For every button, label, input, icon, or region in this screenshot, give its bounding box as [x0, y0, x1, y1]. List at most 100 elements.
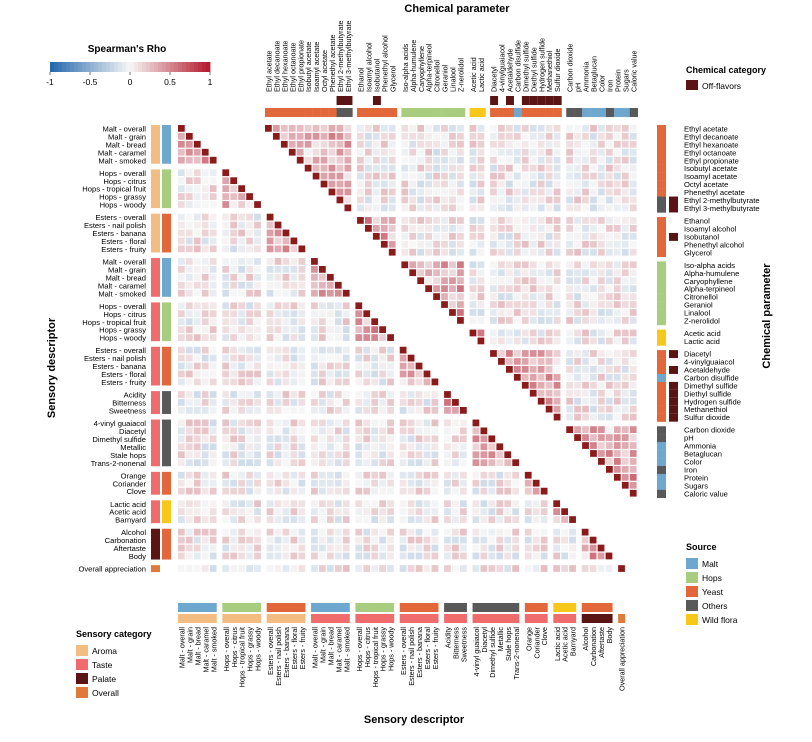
chemical-cell: [506, 317, 513, 324]
sensory-cell: [444, 516, 451, 523]
sensory-cell: [282, 435, 290, 443]
sensory-cell: [230, 177, 238, 185]
chemical-cell: [401, 140, 409, 148]
chemical-cell: [613, 458, 621, 465]
sensory-cell: [399, 354, 407, 362]
chemical-cell: [477, 293, 485, 300]
sensory-cell: [311, 544, 318, 552]
chemical-cell: [582, 389, 589, 397]
sensory-row-label: Bitterness: [112, 399, 146, 408]
chemical-cell: [365, 132, 372, 140]
chemical-cell: [449, 261, 456, 269]
chemical-cell: [529, 337, 537, 345]
sensory-cell: [460, 500, 467, 508]
sensory-cell: [496, 471, 504, 479]
colorbar-segment: [130, 62, 135, 72]
chemical-cell: [477, 301, 485, 308]
chemical-cell: [425, 217, 432, 224]
sensory-cell: [311, 565, 318, 572]
chemical-cell: [372, 125, 380, 132]
sensory-cell: [319, 427, 326, 435]
chemical-cell: [537, 140, 545, 148]
sensory-cell: [193, 435, 201, 443]
sensory-cell: [355, 508, 363, 515]
sensory-cell: [342, 370, 350, 378]
sensory-cell: [298, 536, 306, 544]
sensory-cell: [415, 516, 423, 523]
chemical-source-bar-top: [521, 108, 531, 117]
sensory-cell: [185, 177, 193, 185]
sensory-cell: [185, 169, 193, 177]
chemical-column-label: Acetaldehyde: [505, 48, 514, 92]
chemical-source-bar-right: [657, 180, 666, 189]
sensory-cell: [379, 378, 386, 386]
sensory-cell: [444, 471, 451, 479]
sensory-cell: [222, 565, 230, 572]
sensory-column-label: 4-vinyl guaiacol: [472, 627, 481, 677]
chemical-cell: [566, 125, 573, 132]
sensory-cell: [185, 302, 193, 310]
chemical-cell: [433, 196, 440, 204]
chemical-cell: [449, 196, 456, 204]
chemical-cell: [613, 269, 621, 277]
chemical-column-label: Diethyl sulfide: [529, 47, 538, 92]
chemical-source-bar-top: [304, 108, 313, 117]
sensory-column-label: Carbonation: [589, 627, 598, 666]
sensory-cell: [480, 435, 488, 443]
chemical-cell: [280, 140, 288, 148]
chemical-cell: [328, 156, 336, 164]
chemical-cell: [537, 188, 545, 196]
chemical-cell: [498, 329, 505, 337]
chemical-source-bar-right: [657, 125, 666, 134]
chemical-cell: [566, 309, 573, 316]
sensory-cell: [342, 565, 350, 572]
chemical-cell: [320, 132, 328, 140]
chemical-cell: [513, 337, 521, 345]
sensory-cell: [178, 391, 185, 398]
sensory-cell: [282, 281, 290, 289]
chemical-cell: [441, 148, 448, 156]
chemical-cell: [621, 277, 629, 285]
chemical-cell: [621, 232, 629, 240]
sensory-cell: [230, 399, 238, 406]
chemical-cell: [574, 397, 581, 405]
sensory-cell: [415, 378, 423, 386]
sensory-cell: [178, 125, 185, 132]
sensory-cell: [319, 565, 326, 572]
sensory-cell: [193, 500, 201, 508]
sensory-cell: [504, 471, 512, 479]
sensory-cell: [238, 451, 245, 459]
sensory-cell: [334, 399, 342, 406]
colorbar-segment: [142, 62, 147, 72]
sensory-cell: [355, 391, 363, 398]
sensory-cell: [311, 536, 318, 544]
chemical-cell: [457, 285, 464, 292]
sensory-row-label: Coriander: [113, 479, 147, 488]
sensory-cell: [407, 399, 415, 406]
sensory-cell: [460, 528, 467, 536]
sensory-cell: [254, 399, 261, 406]
chemical-cell: [598, 317, 605, 324]
sensory-cell: [298, 565, 306, 572]
sensory-cell: [298, 552, 306, 560]
sensory-cell: [342, 479, 350, 487]
chemical-row-label: Sugars: [684, 481, 708, 490]
chemical-cell: [425, 140, 432, 148]
chemical-cell: [621, 397, 629, 405]
sensory-source-bar-bottom: [399, 603, 439, 612]
sensory-cell: [201, 148, 209, 156]
chemical-cell: [606, 188, 613, 196]
sensory-cell: [512, 528, 520, 536]
sensory-cell: [423, 427, 431, 435]
chemical-cell: [433, 261, 440, 269]
sensory-cell: [290, 479, 298, 487]
sensory-cell: [605, 552, 613, 560]
chemical-source-bar-top: [582, 108, 591, 117]
chemical-cell: [574, 248, 581, 256]
sensory-cell: [488, 435, 496, 443]
sensory-cell: [311, 378, 318, 386]
sensory-cell: [423, 479, 431, 487]
sensory-cell: [379, 427, 386, 435]
chemical-cell: [388, 164, 396, 172]
sensory-cell: [407, 451, 415, 459]
